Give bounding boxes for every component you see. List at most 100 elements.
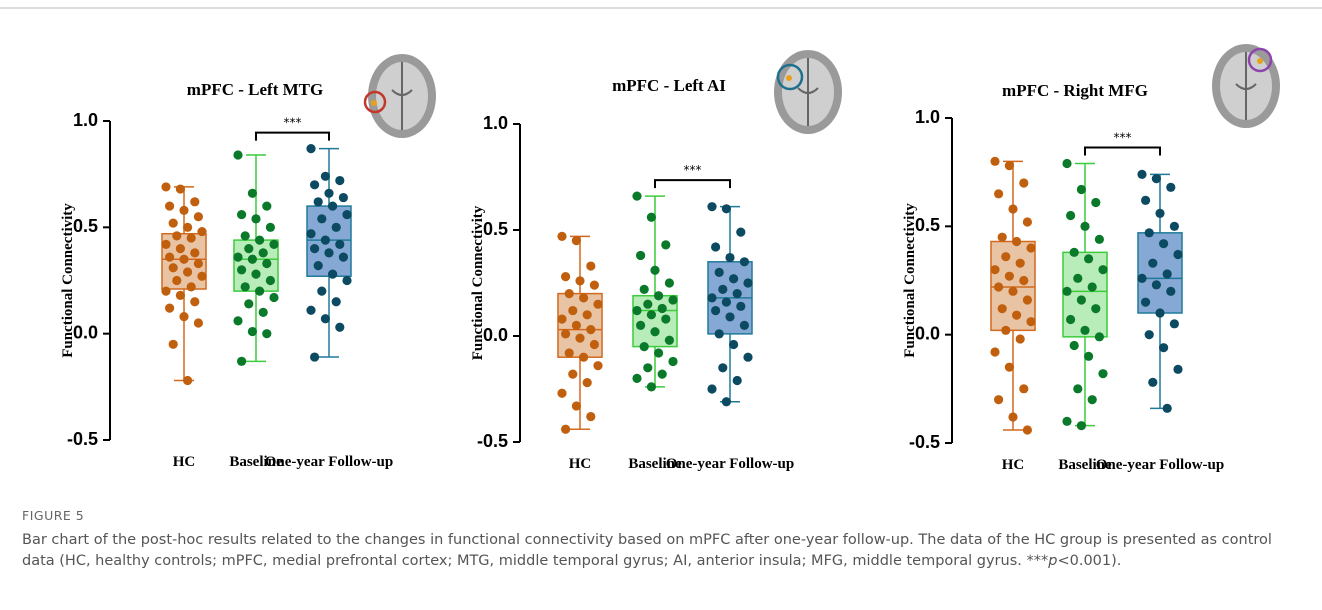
data-point bbox=[237, 356, 247, 366]
data-point bbox=[994, 189, 1004, 199]
x-tick-label: Baseline bbox=[628, 456, 682, 472]
y-tick-label: 1.0 bbox=[915, 107, 940, 127]
data-point bbox=[636, 250, 646, 261]
data-point bbox=[313, 197, 323, 207]
data-point bbox=[561, 272, 571, 282]
data-point bbox=[165, 303, 175, 313]
data-point bbox=[197, 226, 207, 237]
data-point bbox=[729, 274, 739, 284]
data-point bbox=[1148, 258, 1158, 268]
data-point bbox=[193, 318, 203, 328]
data-point bbox=[1166, 182, 1176, 192]
brain-icon bbox=[363, 54, 436, 138]
data-point bbox=[990, 347, 1000, 357]
data-point bbox=[1008, 204, 1018, 214]
data-point bbox=[310, 180, 320, 190]
data-point bbox=[643, 299, 653, 309]
data-point bbox=[342, 209, 352, 220]
data-point bbox=[1022, 295, 1032, 305]
data-point bbox=[1091, 197, 1101, 208]
data-point bbox=[269, 239, 279, 249]
data-point bbox=[172, 231, 182, 241]
data-point bbox=[721, 297, 732, 307]
data-point bbox=[317, 214, 327, 224]
data-point bbox=[557, 314, 567, 324]
data-point bbox=[1008, 412, 1018, 422]
data-point bbox=[328, 269, 338, 279]
data-point bbox=[1162, 269, 1172, 279]
data-point bbox=[732, 289, 742, 299]
data-point bbox=[1166, 286, 1176, 296]
significance-bracket bbox=[1084, 146, 1161, 156]
caption-italic: p bbox=[1048, 553, 1058, 569]
significance-bracket bbox=[255, 131, 330, 141]
data-point bbox=[342, 275, 352, 286]
x-tick-label: One-year Follow-up bbox=[265, 454, 393, 470]
data-point bbox=[994, 282, 1004, 292]
data-point bbox=[1137, 169, 1147, 179]
data-point bbox=[1094, 234, 1104, 244]
y-axis-label: Functional Connectivity bbox=[902, 203, 918, 358]
y-tick-label: 0.5 bbox=[915, 215, 940, 235]
y-tick-label: 0.5 bbox=[73, 216, 98, 236]
data-point bbox=[1001, 325, 1011, 335]
data-point bbox=[707, 293, 717, 303]
data-point bbox=[586, 411, 596, 422]
data-point bbox=[718, 284, 728, 294]
data-point bbox=[632, 373, 642, 383]
data-point bbox=[636, 320, 646, 330]
data-point bbox=[725, 312, 735, 322]
data-point bbox=[729, 339, 739, 350]
data-point bbox=[743, 352, 753, 362]
data-point bbox=[657, 303, 667, 314]
data-point bbox=[1069, 340, 1079, 351]
data-point bbox=[247, 254, 257, 264]
data-point bbox=[1094, 332, 1104, 342]
x-tick-label: One-year Follow-up bbox=[1096, 457, 1224, 473]
data-point bbox=[269, 292, 279, 303]
brain-icon bbox=[1212, 44, 1280, 128]
x-tick-label: HC bbox=[173, 454, 196, 470]
chart-title: mPFC - Left MTG bbox=[187, 80, 323, 99]
data-point bbox=[1015, 258, 1025, 268]
y-tick-label: 0.0 bbox=[73, 322, 98, 342]
data-point bbox=[183, 375, 193, 386]
data-point bbox=[643, 363, 653, 373]
caption: Bar chart of the post-hoc results relate… bbox=[22, 530, 1307, 572]
data-point bbox=[1012, 236, 1022, 247]
data-point bbox=[1159, 239, 1169, 249]
data-point bbox=[335, 175, 345, 186]
data-point bbox=[1159, 343, 1169, 353]
data-point bbox=[1001, 252, 1011, 262]
data-point bbox=[1087, 282, 1097, 292]
data-point bbox=[175, 184, 185, 194]
data-point bbox=[240, 231, 250, 241]
data-point bbox=[310, 244, 320, 254]
data-point bbox=[646, 212, 657, 222]
data-point bbox=[1066, 314, 1076, 325]
data-point bbox=[338, 252, 348, 262]
data-point bbox=[639, 284, 649, 294]
data-point bbox=[586, 325, 596, 335]
data-point bbox=[725, 252, 735, 263]
data-point bbox=[161, 182, 171, 192]
y-tick-label: -0.5 bbox=[477, 431, 508, 451]
data-point bbox=[233, 150, 243, 160]
data-point bbox=[1084, 254, 1094, 264]
data-point bbox=[561, 424, 571, 434]
data-point bbox=[168, 218, 178, 228]
data-point bbox=[172, 275, 182, 286]
data-point bbox=[1076, 421, 1086, 431]
data-point bbox=[306, 305, 316, 315]
data-point bbox=[707, 202, 717, 212]
data-point bbox=[317, 286, 327, 296]
data-point bbox=[1076, 295, 1086, 305]
data-point bbox=[632, 191, 642, 201]
data-point bbox=[320, 171, 330, 181]
data-point bbox=[571, 236, 582, 246]
data-point bbox=[721, 397, 732, 407]
data-point bbox=[306, 144, 316, 154]
data-point bbox=[240, 282, 250, 292]
data-point bbox=[265, 275, 275, 286]
data-point bbox=[1098, 265, 1108, 275]
